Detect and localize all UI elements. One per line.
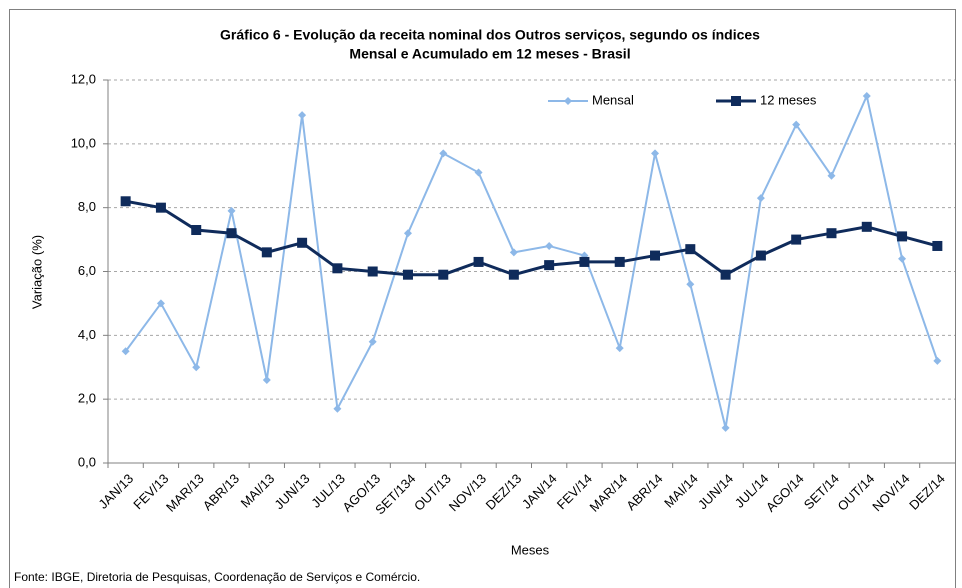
line-marker bbox=[564, 97, 572, 105]
line-marker bbox=[297, 237, 308, 248]
line-marker bbox=[226, 228, 237, 239]
line-marker bbox=[368, 337, 377, 346]
line-marker bbox=[191, 225, 202, 236]
line-marker bbox=[227, 206, 236, 215]
line-marker bbox=[121, 347, 130, 356]
legend-label: 12 meses bbox=[760, 92, 817, 107]
y-tick-label: 10,0 bbox=[71, 135, 96, 150]
line-marker bbox=[155, 202, 166, 213]
line-marker bbox=[685, 244, 696, 255]
line-marker bbox=[508, 269, 519, 280]
line-marker bbox=[933, 356, 942, 365]
line-marker bbox=[545, 241, 554, 250]
line-marker bbox=[756, 194, 765, 203]
line-marker bbox=[862, 91, 871, 100]
line-marker bbox=[650, 250, 661, 261]
line-marker bbox=[544, 260, 555, 271]
line-marker bbox=[792, 120, 801, 129]
line bbox=[124, 92, 939, 429]
y-tick-label: 12,0 bbox=[71, 71, 96, 86]
line-marker bbox=[932, 240, 943, 251]
line-marker bbox=[509, 248, 518, 257]
line-marker bbox=[651, 149, 660, 158]
line-marker bbox=[897, 231, 908, 242]
line-marker bbox=[861, 221, 872, 232]
line-marker bbox=[791, 234, 802, 245]
chart-frame bbox=[9, 9, 956, 588]
chart-title: Gráfico 6 - Evolução da receita nominal … bbox=[220, 27, 760, 43]
y-tick-label: 0,0 bbox=[78, 454, 96, 469]
y-axis-label: Variação (%) bbox=[29, 235, 44, 309]
line-marker bbox=[367, 266, 378, 277]
line-marker bbox=[827, 171, 836, 180]
line-marker bbox=[615, 344, 624, 353]
legend-label: Mensal bbox=[592, 92, 634, 107]
line-marker bbox=[439, 149, 448, 158]
line-marker bbox=[402, 269, 413, 280]
line-marker bbox=[614, 256, 625, 267]
line-marker bbox=[898, 254, 907, 263]
line-marker bbox=[474, 168, 483, 177]
line-marker bbox=[686, 280, 695, 289]
chart-subtitle: Mensal e Acumulado em 12 meses - Brasil bbox=[349, 46, 630, 62]
line-marker bbox=[192, 363, 201, 372]
line-marker bbox=[438, 269, 449, 280]
line-marker bbox=[333, 404, 342, 413]
line-marker bbox=[721, 423, 730, 432]
y-tick-label: 6,0 bbox=[78, 263, 96, 278]
y-tick-label: 2,0 bbox=[78, 391, 96, 406]
y-tick-label: 4,0 bbox=[78, 327, 96, 342]
line-marker bbox=[298, 111, 307, 120]
line-marker bbox=[262, 376, 271, 385]
line-marker bbox=[403, 229, 412, 238]
line bbox=[125, 199, 938, 277]
line-marker bbox=[731, 96, 741, 106]
line-marker bbox=[579, 256, 590, 267]
line-marker bbox=[755, 250, 766, 261]
line-marker bbox=[473, 256, 484, 267]
line-marker bbox=[826, 228, 837, 239]
line-marker bbox=[120, 196, 131, 207]
line-marker bbox=[156, 299, 165, 308]
line-marker bbox=[332, 263, 343, 274]
source-note: Fonte: IBGE, Diretoria de Pesquisas, Coo… bbox=[14, 570, 420, 584]
line-marker bbox=[261, 247, 272, 258]
y-tick-label: 8,0 bbox=[78, 199, 96, 214]
line-marker bbox=[720, 269, 731, 280]
x-axis-label: Meses bbox=[511, 542, 550, 557]
